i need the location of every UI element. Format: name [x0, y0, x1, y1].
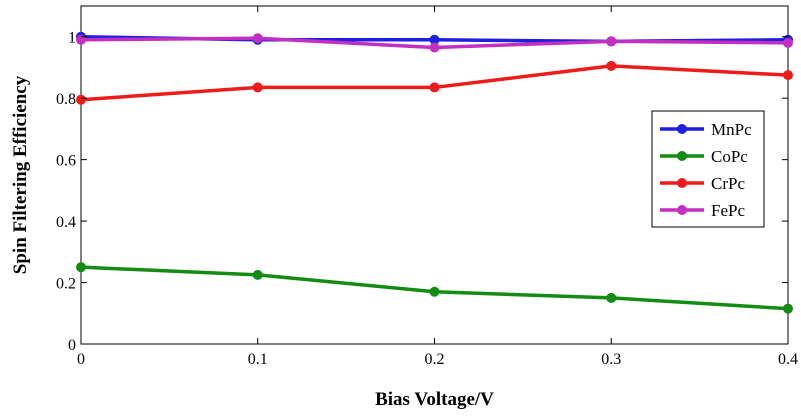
data-point [783, 70, 793, 81]
legend-swatch-marker [677, 205, 687, 215]
y-tick-label: 0.8 [56, 91, 76, 108]
data-point [429, 286, 440, 297]
legend: MnPc CoPc CrPc FePc [651, 110, 765, 228]
x-tick-label: 0.3 [601, 351, 621, 368]
y-tick-label: 0 [68, 337, 76, 354]
y-tick-label: 1 [68, 30, 76, 47]
y-tick-label: 0.2 [56, 276, 76, 293]
data-point [606, 292, 617, 303]
tick-layer: 0 0.1 0.2 0.3 0.4 0 0.2 0.4 0.6 0.8 1 [56, 6, 798, 368]
x-tick-label: 0 [77, 351, 85, 368]
data-point [76, 94, 86, 105]
legend-swatch-marker [677, 124, 687, 134]
data-point [252, 82, 263, 93]
data-point [606, 60, 617, 71]
legend-label: FePc [711, 201, 745, 220]
y-tick-label: 0.6 [56, 153, 76, 170]
legend-label: CrPc [711, 174, 745, 193]
series-copc [76, 262, 793, 314]
data-point [429, 34, 440, 45]
series-crpc [76, 60, 793, 105]
data-point [429, 82, 440, 93]
legend-label: MnPc [711, 120, 752, 139]
data-point [606, 36, 617, 47]
series-layer [76, 31, 793, 314]
legend-swatch-marker [677, 178, 687, 188]
data-point [783, 303, 793, 314]
y-axis-label: Spin Filtering Efficiency [10, 75, 31, 274]
legend-swatch-marker [677, 151, 687, 161]
data-point [783, 37, 793, 48]
x-axis-label: Bias Voltage/V [375, 389, 494, 410]
x-tick-label: 0.2 [425, 351, 445, 368]
series-fepc [76, 33, 793, 53]
data-point [252, 269, 263, 280]
y-tick-label: 0.4 [56, 214, 76, 231]
x-tick-label: 0.4 [778, 351, 798, 368]
data-point [76, 262, 86, 273]
data-point [76, 34, 86, 45]
data-point [429, 42, 440, 53]
x-tick-label: 0.1 [248, 351, 268, 368]
legend-label: CoPc [711, 147, 748, 166]
data-point [252, 33, 263, 44]
